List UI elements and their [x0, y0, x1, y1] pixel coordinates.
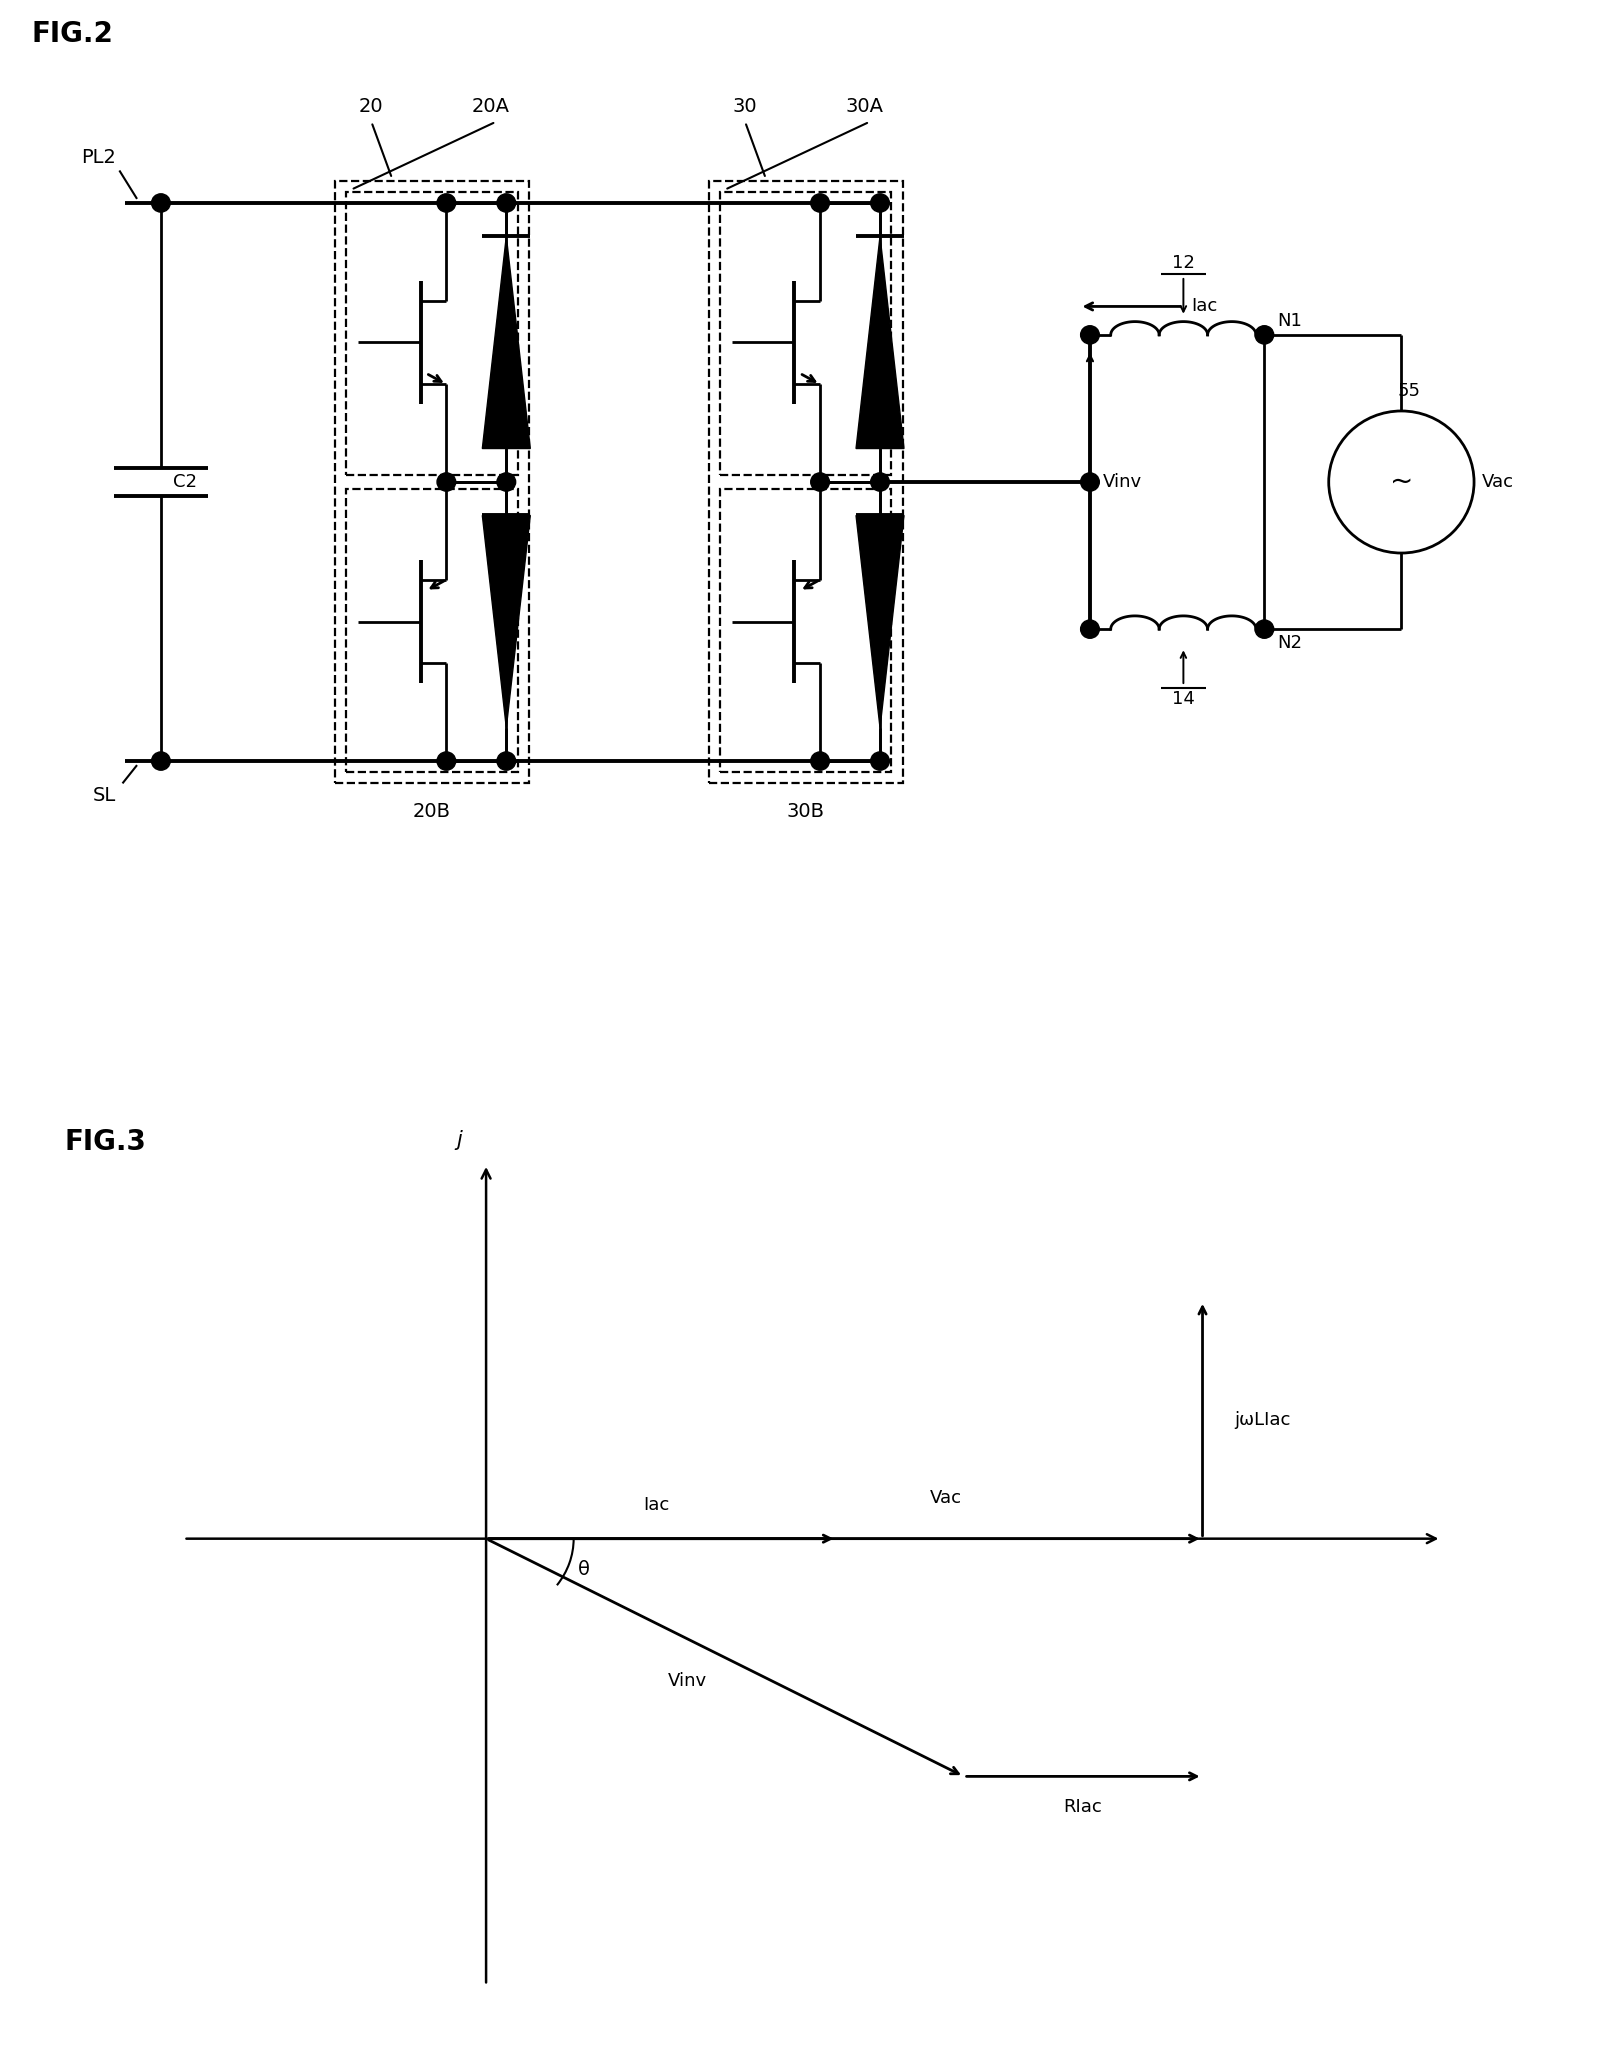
Bar [721, 193, 891, 475]
Text: Vinv: Vinv [1102, 473, 1141, 492]
Circle shape [1255, 621, 1274, 639]
Circle shape [1255, 326, 1274, 344]
Polygon shape [856, 236, 904, 449]
Circle shape [497, 473, 515, 492]
Circle shape [1081, 621, 1099, 639]
Circle shape [870, 752, 890, 770]
Polygon shape [856, 516, 904, 727]
Bar [708, 180, 903, 783]
Text: ~: ~ [1390, 467, 1413, 496]
Circle shape [497, 752, 515, 770]
Text: θ: θ [578, 1559, 589, 1578]
Text: RIac: RIac [1064, 1799, 1102, 1815]
Text: 20B: 20B [414, 801, 451, 822]
Text: 30A: 30A [845, 96, 883, 115]
Circle shape [811, 195, 829, 213]
Text: PL2: PL2 [82, 148, 116, 168]
Text: N1: N1 [1278, 311, 1302, 330]
Circle shape [1329, 412, 1474, 553]
Text: SL: SL [93, 787, 116, 805]
Text: C2: C2 [174, 473, 198, 492]
Text: 12: 12 [1171, 254, 1195, 273]
Circle shape [811, 473, 829, 492]
Text: 20A: 20A [471, 96, 510, 115]
Text: FIG.3: FIG.3 [64, 1129, 146, 1156]
Polygon shape [483, 236, 531, 449]
Polygon shape [483, 516, 531, 727]
Text: N2: N2 [1278, 635, 1302, 652]
Bar [721, 490, 891, 772]
Circle shape [438, 473, 455, 492]
Circle shape [870, 195, 890, 213]
Text: 20: 20 [359, 96, 383, 115]
Text: Vinv: Vinv [668, 1672, 706, 1690]
Circle shape [811, 752, 829, 770]
Text: 30B: 30B [787, 801, 825, 822]
Circle shape [870, 473, 890, 492]
Text: FIG.2: FIG.2 [31, 20, 113, 49]
Text: 30: 30 [732, 96, 758, 115]
Circle shape [438, 752, 455, 770]
Circle shape [151, 195, 171, 213]
Text: Iac: Iac [644, 1496, 669, 1514]
Text: Vac: Vac [930, 1490, 962, 1506]
Circle shape [497, 195, 515, 213]
Text: 14: 14 [1171, 691, 1195, 709]
Text: 55: 55 [1397, 381, 1421, 400]
Bar [346, 490, 518, 772]
Circle shape [1081, 473, 1099, 492]
Circle shape [438, 195, 455, 213]
Circle shape [1081, 326, 1099, 344]
Text: j: j [457, 1129, 462, 1149]
Bar [346, 193, 518, 475]
Text: Iac: Iac [1192, 297, 1218, 316]
Text: Vac: Vac [1482, 473, 1514, 492]
Bar [335, 180, 529, 783]
Text: jωLIac: jωLIac [1234, 1412, 1290, 1428]
Circle shape [151, 752, 171, 770]
